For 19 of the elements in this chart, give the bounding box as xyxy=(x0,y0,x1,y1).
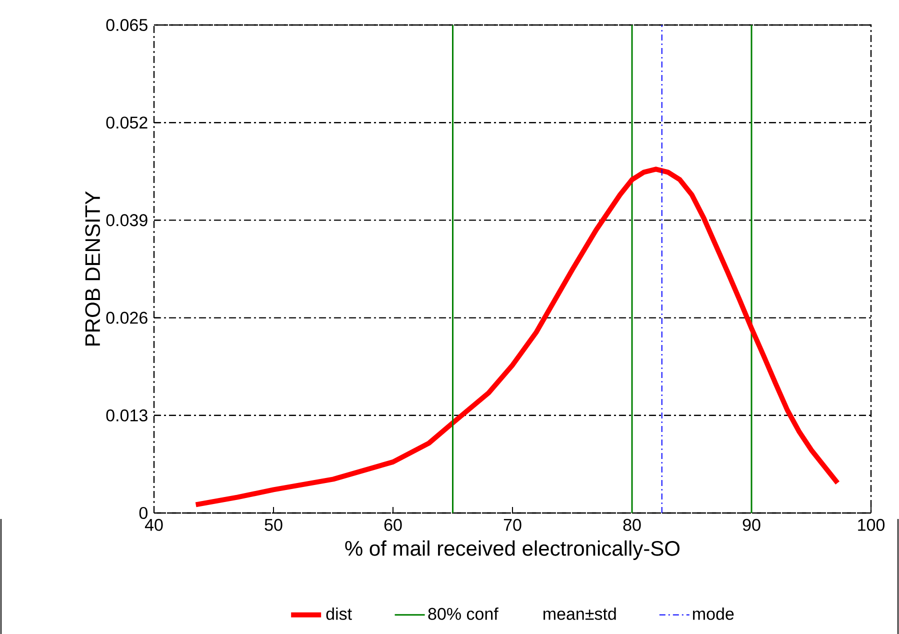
x-tick-label: 100 xyxy=(858,518,885,531)
legend-label: dist xyxy=(326,607,352,620)
x-tick-label: 80 xyxy=(623,518,641,531)
x-tick-label: 60 xyxy=(384,518,402,531)
y-tick-label: 0.065 xyxy=(106,18,148,31)
legend-label: 80% conf xyxy=(428,607,498,620)
y-axis-title: PROB DENSITY xyxy=(85,191,100,346)
legend-label: mode xyxy=(693,607,734,620)
x-axis-title: % of mail received electronically-SO xyxy=(345,540,680,560)
y-tick-label: 0.026 xyxy=(106,312,148,324)
y-tick-label: 0.052 xyxy=(106,116,148,128)
y-tick-label: 0 xyxy=(139,506,148,519)
x-tick-label: 50 xyxy=(264,518,282,531)
x-tick-label: 90 xyxy=(742,518,760,531)
x-tick-label: 40 xyxy=(144,518,163,531)
text: mean±std xyxy=(544,607,616,620)
y-tick-label: 0.039 xyxy=(106,214,148,226)
x-tick-label: 70 xyxy=(504,518,522,531)
y-tick-label: 0.013 xyxy=(106,409,148,422)
